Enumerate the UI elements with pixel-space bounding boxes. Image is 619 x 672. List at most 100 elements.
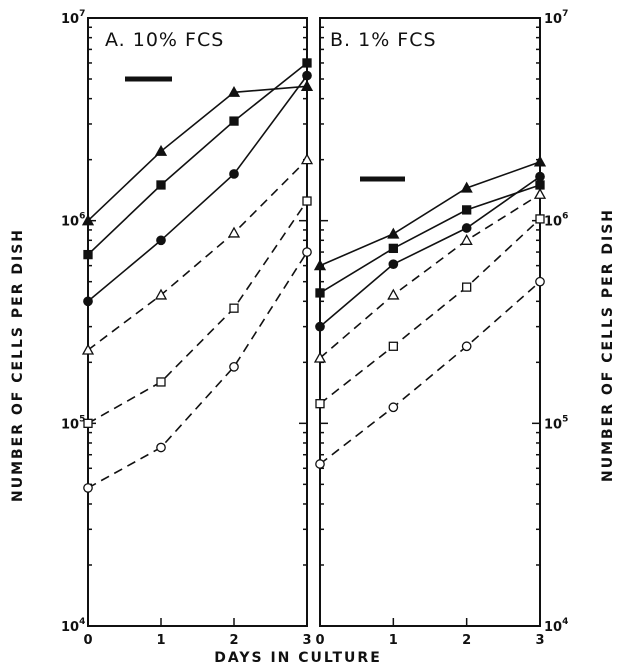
- data-point: [81, 214, 95, 226]
- data-point: [315, 321, 325, 332]
- data-point: [387, 288, 400, 300]
- panel-frame: [87, 17, 308, 627]
- data-point: [462, 205, 472, 215]
- data-point: [533, 155, 547, 167]
- series-line: [87, 75, 308, 302]
- data-point: [535, 214, 545, 224]
- data-point: [535, 180, 545, 190]
- data-point: [302, 196, 312, 206]
- data-point: [302, 58, 312, 68]
- x-tick-label: 0: [83, 633, 92, 648]
- data-point: [462, 282, 472, 292]
- data-point: [461, 341, 472, 352]
- x-tick-label: 3: [535, 633, 544, 648]
- series-line: [87, 200, 308, 424]
- data-point: [229, 169, 239, 179]
- data-point: [315, 459, 325, 469]
- y-tick-label: 105: [61, 414, 85, 432]
- x-tick-label: 0: [315, 633, 324, 648]
- series-filled-triangle: [81, 80, 314, 226]
- series-line: [319, 161, 541, 267]
- data-point: [313, 351, 327, 363]
- data-point: [302, 247, 312, 257]
- data-point: [227, 226, 241, 238]
- data-point: [535, 276, 545, 287]
- data-point: [315, 288, 325, 298]
- data-point: [83, 418, 93, 428]
- data-point: [315, 399, 325, 409]
- panel-frame: [319, 17, 541, 627]
- data-point: [300, 80, 314, 91]
- series-line: [87, 251, 308, 489]
- x-tick-label: 1: [156, 633, 165, 648]
- series-filled-circle: [83, 70, 312, 307]
- panel-title: A. 10% FCS: [105, 29, 224, 51]
- x-tick-label: 1: [389, 633, 398, 648]
- data-point: [154, 288, 168, 300]
- series-line: [319, 218, 541, 405]
- data-point: [229, 361, 239, 372]
- x-tick-label: 3: [302, 633, 311, 648]
- data-point: [300, 153, 314, 165]
- y-tick-label: 106: [61, 212, 85, 230]
- data-point: [460, 233, 473, 245]
- data-point: [156, 377, 166, 387]
- data-point: [81, 343, 95, 355]
- series-open-triangle: [313, 187, 547, 363]
- y-tick-label: 104: [544, 617, 568, 635]
- series-open-circle: [315, 276, 545, 469]
- data-point: [460, 181, 473, 193]
- y-tick-label: 106: [544, 212, 568, 230]
- data-point: [229, 116, 239, 126]
- y-axis-title-right: NUMBER OF CELLS PER DISH: [600, 208, 616, 482]
- data-point: [313, 259, 327, 271]
- series-filled-square: [83, 58, 312, 260]
- series-line: [87, 159, 308, 351]
- data-point: [156, 235, 166, 246]
- data-point: [461, 223, 472, 233]
- series-open-circle: [83, 247, 312, 493]
- y-tick-label: 107: [544, 9, 568, 27]
- data-point: [156, 180, 166, 190]
- series-open-triangle: [81, 153, 314, 355]
- series-filled-square: [315, 180, 545, 298]
- data-point: [388, 341, 398, 351]
- y-tick-label: 105: [544, 414, 568, 432]
- data-point: [533, 187, 547, 199]
- series-open-square: [315, 214, 545, 409]
- data-point: [156, 442, 166, 453]
- series-filled-circle: [315, 171, 545, 332]
- series-line: [87, 62, 308, 256]
- data-point: [388, 402, 399, 413]
- data-point: [387, 227, 400, 239]
- series-open-square: [83, 196, 312, 428]
- series-line: [319, 184, 541, 294]
- panel-title: B. 1% FCS: [330, 29, 437, 51]
- x-tick-label: 2: [462, 633, 471, 648]
- y-tick-label: 104: [61, 617, 85, 635]
- data-point: [388, 259, 399, 270]
- x-tick-label: 2: [229, 633, 238, 648]
- x-axis-title: DAYS IN CULTURE: [214, 650, 382, 666]
- series-line: [87, 85, 308, 222]
- y-axis-title-left: NUMBER OF CELLS PER DISH: [10, 228, 26, 502]
- series-line: [319, 281, 541, 465]
- data-point: [227, 85, 241, 97]
- series-line: [319, 175, 541, 328]
- data-point: [388, 243, 398, 254]
- series-filled-triangle: [313, 155, 547, 271]
- y-tick-label: 107: [61, 9, 85, 27]
- data-point: [535, 171, 545, 182]
- panel-b: B. 1% FCS 104 105 106 107 0 1 2 3: [313, 9, 568, 648]
- series-line: [319, 193, 541, 359]
- data-point: [83, 483, 93, 493]
- data-point: [302, 70, 312, 81]
- panel-a: A. 10% FCS 104 105 106 107 0 1 2 3: [61, 9, 314, 648]
- data-point: [229, 303, 239, 313]
- data-point: [83, 296, 93, 307]
- data-point: [83, 249, 93, 260]
- data-point: [154, 144, 168, 156]
